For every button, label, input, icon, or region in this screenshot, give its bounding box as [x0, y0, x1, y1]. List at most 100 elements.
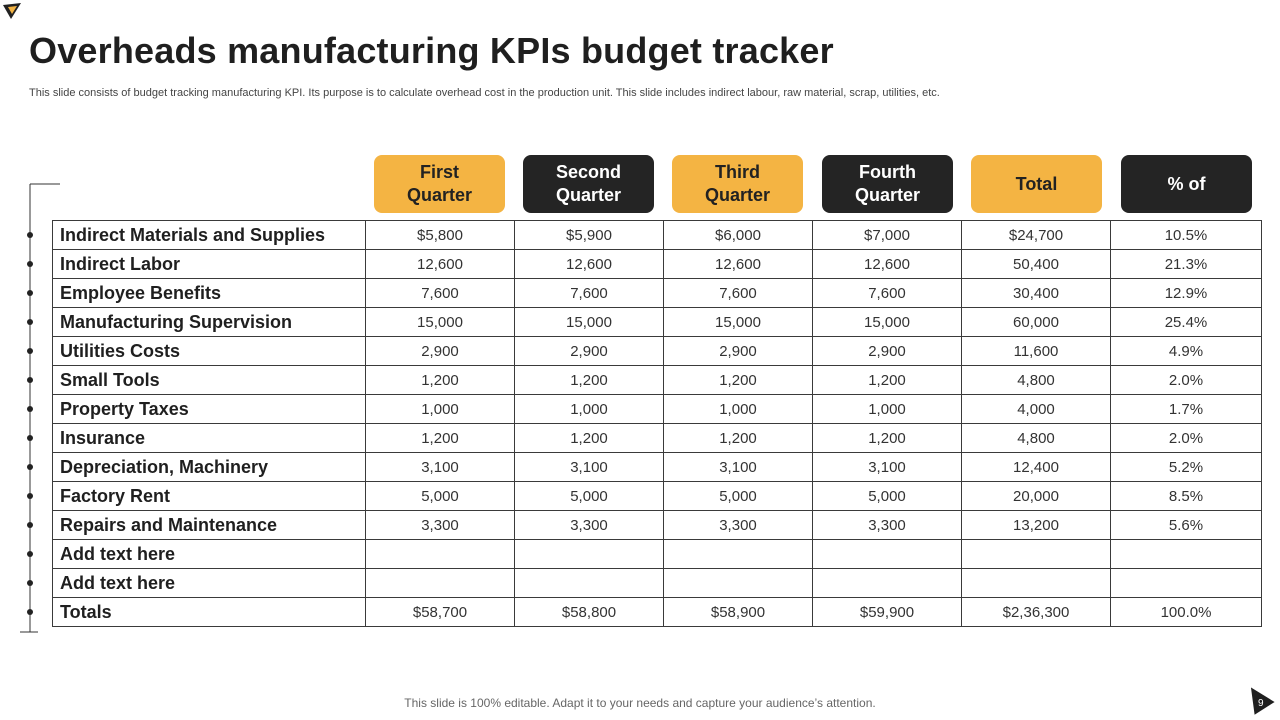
table-cell: 1.7%	[1110, 394, 1262, 424]
table-cell: 12,400	[961, 452, 1111, 482]
table-cell: 20,000	[961, 481, 1111, 511]
table-cell: 25.4%	[1110, 307, 1262, 337]
table-cell: 3,100	[514, 452, 664, 482]
table-cell: 7,600	[365, 278, 515, 308]
quarter-headers: First Quarter Second Quarter Third Quart…	[0, 155, 1280, 215]
table-row: Factory Rent 5,000 5,000 5,000 5,000 20,000 8.…	[52, 481, 1262, 511]
table-cell: 5,000	[365, 481, 515, 511]
table-cell: 2,900	[365, 336, 515, 366]
table-row: Small Tools 1,200 1,200 1,200 1,200 4,800 2.0%	[52, 365, 1262, 395]
table-cell: $58,800	[514, 597, 664, 627]
table-cell: 4,800	[961, 423, 1111, 453]
row-label: Repairs and Maintenance	[52, 510, 366, 540]
table-cell: 11,600	[961, 336, 1111, 366]
table-cell: 60,000	[961, 307, 1111, 337]
table-cell: 2.0%	[1110, 423, 1262, 453]
table-cell: 13,200	[961, 510, 1111, 540]
table-row: Repairs and Maintenance 3,300 3,300 3,300 3,…	[52, 510, 1262, 540]
table-cell	[961, 539, 1111, 569]
table-cell: 15,000	[514, 307, 664, 337]
table-cell: $5,800	[365, 220, 515, 250]
table-cell: 10.5%	[1110, 220, 1262, 250]
row-bullet-dot	[27, 232, 33, 238]
table-cell	[514, 568, 664, 598]
table-row: Property Taxes 1,000 1,000 1,000 1,000 4,000 1…	[52, 394, 1262, 424]
row-label: Indirect Labor	[52, 249, 366, 279]
table-cell: 2,900	[812, 336, 962, 366]
row-bullet-dot	[27, 261, 33, 267]
table-cell: $6,000	[663, 220, 813, 250]
row-bullet-dot	[27, 377, 33, 383]
table-cell	[961, 568, 1111, 598]
table-cell: 1,000	[514, 394, 664, 424]
row-bullet-dot	[27, 551, 33, 557]
table-cell: $24,700	[961, 220, 1111, 250]
row-label: Indirect Materials and Supplies	[52, 220, 366, 250]
row-label: Add text here	[52, 568, 366, 598]
row-bullet-dot	[27, 493, 33, 499]
row-bullet-dot	[27, 406, 33, 412]
row-bullets	[27, 232, 33, 615]
row-bullet-connector	[20, 183, 60, 633]
table-cell: $59,900	[812, 597, 962, 627]
header-percent: % of	[1121, 155, 1252, 213]
table-row: Insurance 1,200 1,200 1,200 1,200 4,800 2.0%	[52, 423, 1262, 453]
table-cell: 12,600	[663, 249, 813, 279]
table-cell: 7,600	[812, 278, 962, 308]
table-cell: 15,000	[812, 307, 962, 337]
table-row: Indirect Labor 12,600 12,600 12,600 12,600 50…	[52, 249, 1262, 279]
row-bullet-dot	[27, 464, 33, 470]
table-cell	[514, 539, 664, 569]
table-row: Indirect Materials and Supplies $5,800 $5,…	[52, 220, 1262, 250]
table-cell: 12,600	[514, 249, 664, 279]
table-cell: 2,900	[663, 336, 813, 366]
header-fourth-quarter: Fourth Quarter	[822, 155, 953, 213]
table-cell: 12.9%	[1110, 278, 1262, 308]
table-cell	[812, 539, 962, 569]
header-total: Total	[971, 155, 1102, 213]
slide-footer-note: This slide is 100% editable. Adapt it to…	[404, 696, 876, 710]
table-cell: 1,200	[514, 423, 664, 453]
row-bullet-dot	[27, 522, 33, 528]
table-cell: 3,100	[812, 452, 962, 482]
table-cell: 5,000	[663, 481, 813, 511]
row-bullet-dot	[27, 609, 33, 615]
table-cell: 5.6%	[1110, 510, 1262, 540]
table-cell: 1,200	[663, 365, 813, 395]
table-cell	[663, 539, 813, 569]
row-label: Utilities Costs	[52, 336, 366, 366]
table-cell: 12,600	[365, 249, 515, 279]
header-second-quarter: Second Quarter	[523, 155, 654, 213]
table-cell: 3,300	[663, 510, 813, 540]
table-cell: 4,800	[961, 365, 1111, 395]
table-cell: 12,600	[812, 249, 962, 279]
table-cell: 3,100	[663, 452, 813, 482]
table-cell: 1,200	[365, 365, 515, 395]
row-label: Manufacturing Supervision	[52, 307, 366, 337]
table-row: Add text here	[52, 568, 1262, 598]
table-cell: 2.0%	[1110, 365, 1262, 395]
row-label: Factory Rent	[52, 481, 366, 511]
row-bullet-dot	[27, 435, 33, 441]
table-cell: 4,000	[961, 394, 1111, 424]
table-cell: $7,000	[812, 220, 962, 250]
row-label: Employee Benefits	[52, 278, 366, 308]
row-bullet-dot	[27, 290, 33, 296]
table-cell: 1,000	[663, 394, 813, 424]
table-cell: 1,200	[365, 423, 515, 453]
table-cell: 8.5%	[1110, 481, 1262, 511]
table-row: Depreciation, Machinery 3,100 3,100 3,100 3,…	[52, 452, 1262, 482]
table-cell: 3,300	[812, 510, 962, 540]
table-cell: 3,100	[365, 452, 515, 482]
row-label: Add text here	[52, 539, 366, 569]
table-cell	[663, 568, 813, 598]
table-cell: $58,900	[663, 597, 813, 627]
table-cell: $58,700	[365, 597, 515, 627]
table-cell: 3,300	[514, 510, 664, 540]
table-cell: 7,600	[663, 278, 813, 308]
table-cell: 1,200	[663, 423, 813, 453]
table-cell: 1,200	[812, 423, 962, 453]
table-cell: 3,300	[365, 510, 515, 540]
row-label: Small Tools	[52, 365, 366, 395]
table-cell: 2,900	[514, 336, 664, 366]
